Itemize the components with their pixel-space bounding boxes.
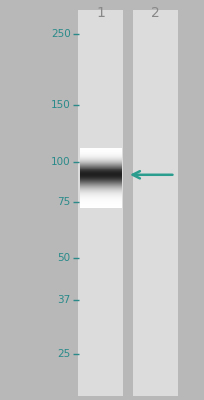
Bar bbox=[80, 180, 121, 181]
Bar bbox=[80, 199, 121, 200]
Bar bbox=[80, 154, 121, 155]
Bar bbox=[80, 186, 121, 187]
Bar bbox=[80, 189, 121, 190]
Bar bbox=[80, 174, 121, 175]
Bar bbox=[133, 10, 177, 396]
Bar bbox=[80, 159, 121, 160]
Bar bbox=[80, 207, 121, 208]
Bar bbox=[80, 176, 121, 177]
Bar bbox=[80, 187, 121, 188]
Bar bbox=[80, 166, 121, 167]
Bar bbox=[80, 191, 121, 192]
Bar bbox=[80, 182, 121, 183]
Bar bbox=[80, 184, 121, 185]
Bar bbox=[80, 152, 121, 153]
Bar bbox=[80, 194, 121, 195]
Bar bbox=[80, 157, 121, 158]
Bar bbox=[80, 203, 121, 204]
Bar bbox=[80, 160, 121, 161]
Bar bbox=[78, 10, 122, 396]
Bar bbox=[80, 150, 121, 151]
Bar bbox=[80, 187, 121, 188]
Bar bbox=[80, 195, 121, 196]
Text: 2: 2 bbox=[151, 6, 159, 20]
Bar bbox=[80, 183, 121, 184]
Text: 100: 100 bbox=[51, 157, 70, 167]
Bar bbox=[80, 149, 121, 150]
Text: 250: 250 bbox=[51, 29, 70, 39]
Text: 50: 50 bbox=[57, 253, 70, 263]
Bar bbox=[80, 171, 121, 172]
Bar bbox=[80, 181, 121, 182]
Bar bbox=[80, 204, 121, 205]
Bar bbox=[80, 185, 121, 186]
Bar bbox=[80, 198, 121, 199]
Bar bbox=[80, 177, 121, 178]
Text: 25: 25 bbox=[57, 349, 70, 359]
Bar bbox=[80, 200, 121, 201]
Bar bbox=[80, 156, 121, 157]
Bar bbox=[80, 164, 121, 165]
Text: 75: 75 bbox=[57, 197, 70, 207]
Bar bbox=[80, 148, 121, 149]
Bar bbox=[80, 202, 121, 203]
Text: 150: 150 bbox=[51, 100, 70, 110]
Bar bbox=[80, 188, 121, 189]
Bar bbox=[80, 205, 121, 206]
Bar bbox=[80, 155, 121, 156]
Bar bbox=[80, 163, 121, 164]
Bar bbox=[80, 192, 121, 193]
Bar bbox=[80, 161, 121, 162]
Bar bbox=[80, 165, 121, 166]
Bar bbox=[80, 167, 121, 168]
Bar bbox=[80, 170, 121, 171]
Bar bbox=[80, 178, 121, 179]
Bar bbox=[80, 201, 121, 202]
Bar bbox=[80, 197, 121, 198]
Bar bbox=[80, 193, 121, 194]
Text: 37: 37 bbox=[57, 295, 70, 305]
Bar bbox=[80, 175, 121, 176]
Bar bbox=[80, 168, 121, 169]
Bar bbox=[80, 158, 121, 159]
Bar bbox=[80, 162, 121, 163]
Bar bbox=[80, 172, 121, 173]
Bar bbox=[80, 151, 121, 152]
Bar bbox=[80, 173, 121, 174]
Bar bbox=[80, 179, 121, 180]
Bar bbox=[80, 190, 121, 191]
Bar bbox=[80, 153, 121, 154]
Bar bbox=[80, 206, 121, 207]
Bar bbox=[80, 196, 121, 197]
Bar bbox=[80, 169, 121, 170]
Bar bbox=[80, 185, 121, 186]
Text: 1: 1 bbox=[95, 6, 104, 20]
